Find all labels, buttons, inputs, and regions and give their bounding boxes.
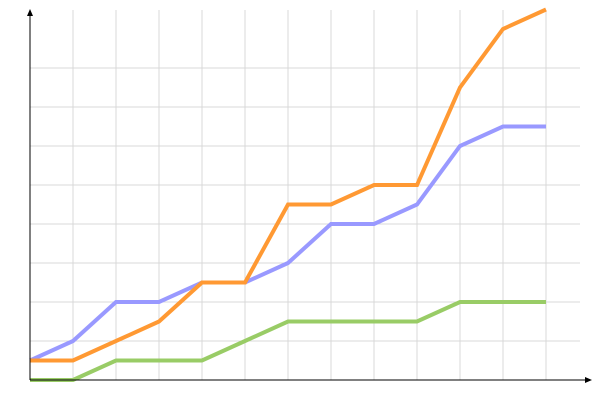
grid <box>30 10 580 380</box>
series-line-3 <box>30 300 546 382</box>
y-axis-arrow-icon <box>27 9 33 16</box>
series-line-1 <box>29 124 546 363</box>
axes <box>27 9 592 383</box>
x-axis-arrow-icon <box>585 377 592 383</box>
series-line-2 <box>30 7 547 363</box>
series-group <box>29 7 547 382</box>
